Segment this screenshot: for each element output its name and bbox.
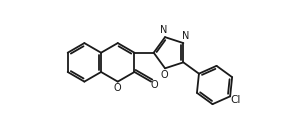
- Text: N: N: [161, 25, 168, 35]
- Text: O: O: [150, 80, 158, 90]
- Text: O: O: [160, 70, 168, 80]
- Text: O: O: [114, 83, 121, 93]
- Text: N: N: [182, 31, 189, 41]
- Text: Cl: Cl: [230, 95, 241, 105]
